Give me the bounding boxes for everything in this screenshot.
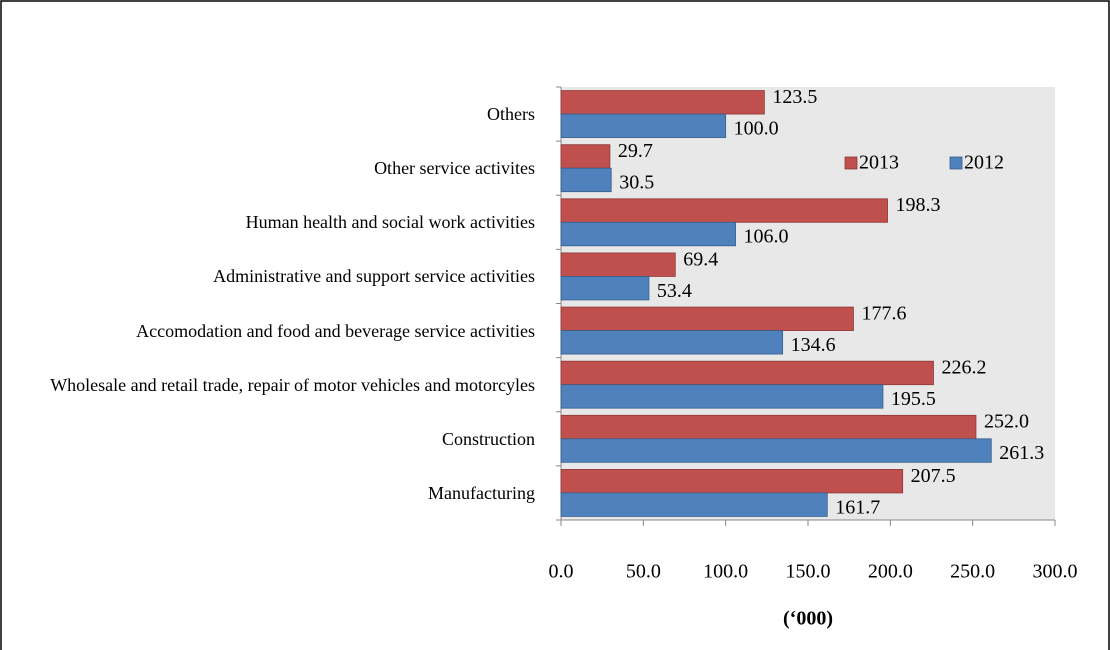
bar: [560, 113, 727, 138]
bar: [560, 360, 934, 386]
value-label: 252.0: [984, 411, 1029, 433]
bar: [560, 90, 765, 115]
value-label: 226.2: [941, 357, 986, 379]
bar: [560, 144, 611, 169]
bar: [560, 384, 884, 409]
x-tick-label: 150.0: [786, 561, 831, 583]
y-tick-label: Other service activites: [374, 158, 535, 179]
legend-swatch: [844, 156, 858, 170]
value-label: 53.4: [657, 280, 692, 302]
y-tick-label-box: Human health and social work activities: [0, 192, 535, 252]
bar: [560, 492, 828, 517]
x-tick-label: 300.0: [1033, 561, 1078, 583]
value-label: 69.4: [683, 248, 718, 270]
bar: [560, 306, 854, 331]
legend-label: 2012: [964, 152, 1004, 174]
value-label: 100.0: [734, 117, 779, 139]
y-tick-label-box: Administrative and support service activ…: [0, 246, 535, 306]
x-tick-label: 0.0: [549, 561, 574, 583]
x-tick-label: 200.0: [868, 561, 913, 583]
y-tick-label: Others: [487, 104, 535, 125]
y-tick-label-box: Manufacturing: [0, 463, 535, 523]
legend-label: 2013: [859, 152, 899, 174]
bar: [560, 330, 784, 355]
value-label: 29.7: [618, 140, 653, 162]
bar: [560, 469, 904, 494]
bar: [560, 414, 977, 440]
y-tick-label-box: Wholesale and retail trade, repair of mo…: [0, 355, 535, 415]
legend-swatch: [949, 156, 963, 170]
y-tick-label: Construction: [442, 428, 535, 449]
y-tick-label: Wholesale and retail trade, repair of mo…: [50, 374, 535, 395]
bar: [560, 276, 650, 301]
y-tick-label-box: Construction: [0, 409, 535, 469]
x-axis-label: (‘000): [783, 608, 833, 630]
value-label: 30.5: [619, 172, 654, 194]
bar: [560, 221, 736, 247]
bar: [560, 438, 992, 463]
value-label: 134.6: [791, 334, 836, 356]
bar: [560, 198, 888, 223]
y-tick-label-box: Accomodation and food and beverage servi…: [0, 301, 535, 361]
y-tick-label: Accomodation and food and beverage servi…: [136, 320, 535, 341]
y-tick-label-box: Other service activites: [0, 138, 535, 198]
x-tick-label: 100.0: [703, 561, 748, 583]
value-label: 161.7: [835, 496, 880, 518]
bar: [560, 252, 676, 277]
y-tick-label-box: Others: [0, 84, 535, 144]
value-label: 123.5: [772, 86, 817, 108]
value-label: 177.6: [861, 302, 906, 324]
y-tick-label: Human health and social work activities: [245, 212, 535, 233]
x-tick-label: 50.0: [626, 561, 661, 583]
value-label: 261.3: [999, 442, 1044, 464]
value-label: 207.5: [911, 465, 956, 487]
bar: [560, 167, 612, 193]
value-label: 106.0: [744, 226, 789, 248]
y-tick-label: Administrative and support service activ…: [213, 266, 535, 287]
y-tick-label: Manufacturing: [428, 482, 535, 503]
value-label: 198.3: [896, 194, 941, 216]
x-tick-label: 250.0: [950, 561, 995, 583]
value-label: 195.5: [891, 388, 936, 410]
